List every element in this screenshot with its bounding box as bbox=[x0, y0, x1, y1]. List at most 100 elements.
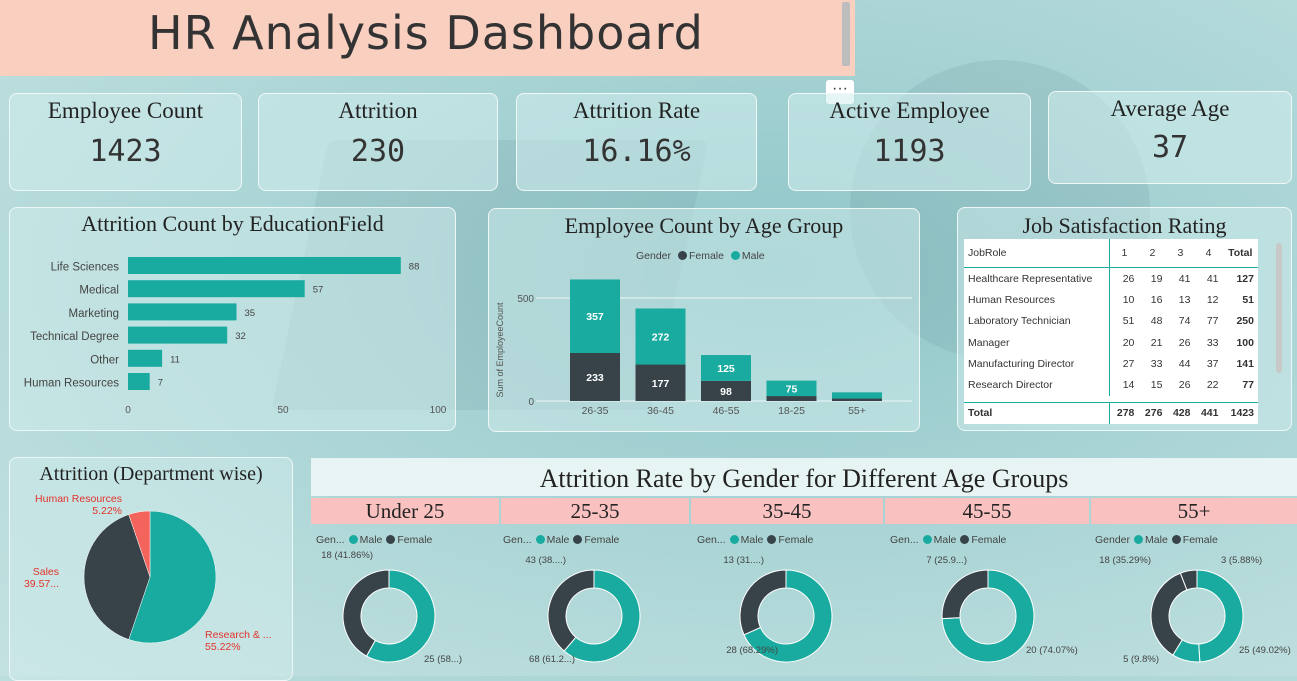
donut-label: 18 (35.29%) bbox=[1099, 555, 1151, 566]
legend-title: Gender bbox=[636, 250, 672, 262]
table-cell: 51 bbox=[1242, 293, 1254, 306]
legend-female[interactable]: Female bbox=[397, 534, 433, 546]
table-cell: 77 bbox=[1242, 379, 1254, 392]
x-tick-label: 46-55 bbox=[713, 405, 740, 417]
male-dot-icon bbox=[730, 250, 740, 260]
table-cell: 250 bbox=[1236, 315, 1254, 328]
y-tick-label: 0 bbox=[528, 397, 534, 408]
legend-male[interactable]: Male bbox=[740, 534, 764, 546]
legend-male[interactable]: Male bbox=[1145, 534, 1168, 546]
kpi-average-age: Average Age 37 bbox=[1048, 91, 1292, 184]
x-tick-label: 50 bbox=[277, 405, 289, 416]
legend-female[interactable]: Female bbox=[971, 534, 1007, 546]
table-row: Total 278 276 428 441 1423 bbox=[964, 402, 1258, 424]
data-label-female: 233 bbox=[586, 372, 604, 384]
donut-slice bbox=[1196, 569, 1244, 663]
data-label: 35 bbox=[245, 308, 256, 319]
table-scrollbar[interactable] bbox=[1276, 243, 1282, 373]
table-cell: 26 bbox=[1178, 336, 1191, 349]
data-label: 7 bbox=[158, 378, 163, 389]
table-header-cell: JobRole bbox=[968, 246, 1007, 259]
data-label-male: 357 bbox=[586, 311, 604, 323]
donut-legend: Gen... Male Female bbox=[316, 534, 432, 546]
table-header-row: JobRole 1 2 3 4 Total bbox=[964, 239, 1258, 268]
female-dot-icon bbox=[960, 534, 970, 544]
female-dot-icon bbox=[767, 534, 777, 544]
age-header-35-45: 35-45 bbox=[691, 498, 883, 524]
kpi-label: Active Employee bbox=[829, 98, 990, 123]
table-cell: 10 bbox=[1109, 289, 1139, 311]
table-cell: 74 bbox=[1178, 315, 1191, 328]
donut-slice bbox=[365, 569, 436, 663]
legend-title: Gen... bbox=[890, 534, 919, 546]
donut-slice bbox=[739, 569, 787, 636]
table-cell: 26 bbox=[1178, 379, 1191, 392]
kpi-value: 1193 bbox=[873, 134, 946, 169]
table-cell: 1423 bbox=[1230, 407, 1254, 420]
table-cell: 48 bbox=[1150, 315, 1163, 328]
table-cell: 15 bbox=[1150, 379, 1163, 392]
title-scrollbar[interactable] bbox=[842, 2, 850, 66]
legend-male[interactable]: Male bbox=[359, 534, 383, 546]
legend-male[interactable]: Male bbox=[546, 534, 570, 546]
gender-donut bbox=[1150, 569, 1244, 663]
legend-female[interactable]: Female bbox=[688, 250, 724, 262]
male-dot-icon bbox=[729, 534, 739, 544]
female-dot-icon bbox=[573, 534, 583, 544]
data-label: 57 bbox=[313, 285, 324, 296]
bar-female bbox=[635, 364, 686, 401]
female-dot-icon bbox=[386, 534, 396, 544]
donut-slice bbox=[563, 569, 641, 663]
male-dot-icon bbox=[922, 534, 932, 544]
bar bbox=[128, 280, 305, 298]
legend-female[interactable]: Female bbox=[778, 534, 814, 546]
kpi-label: Attrition bbox=[338, 98, 418, 123]
donut-slice bbox=[547, 569, 595, 652]
bar-male bbox=[701, 355, 751, 381]
slice-percent: 39.57... bbox=[24, 578, 59, 590]
x-tick-label: 18-25 bbox=[778, 405, 805, 417]
table-cell: Laboratory Technician bbox=[968, 315, 1071, 328]
female-dot-icon bbox=[1171, 534, 1181, 544]
chart-title: Job Satisfaction Rating bbox=[1022, 213, 1227, 238]
category-label: Other bbox=[90, 354, 119, 366]
male-dot-icon bbox=[1134, 534, 1144, 544]
legend-male[interactable]: Male bbox=[741, 250, 765, 262]
age-header-55-plus: 55+ bbox=[1091, 498, 1297, 524]
chart-title: Employee Count by Age Group bbox=[564, 213, 844, 238]
legend-male[interactable]: Male bbox=[933, 534, 957, 546]
legend-title: Gen... bbox=[697, 534, 726, 546]
table-cell: 278 bbox=[1109, 402, 1139, 424]
table-cell: 276 bbox=[1144, 407, 1163, 420]
age-header-45-55: 45-55 bbox=[885, 498, 1089, 524]
x-tick-label: 0 bbox=[125, 405, 131, 416]
bar bbox=[128, 257, 401, 274]
gender-donut bbox=[342, 569, 436, 663]
legend-female[interactable]: Female bbox=[584, 534, 620, 546]
y-axis-label: Sum of EmployeeCount bbox=[495, 302, 505, 398]
age-header-under-25: Under 25 bbox=[311, 498, 499, 524]
legend-female[interactable]: Female bbox=[1182, 534, 1218, 546]
gender-donut bbox=[941, 569, 1035, 663]
table-cell: 37 bbox=[1206, 358, 1219, 370]
table-row: Healthcare Representative 26 19 41 41 127 bbox=[964, 267, 1258, 290]
table-cell: Human Resources bbox=[968, 293, 1055, 306]
bar bbox=[128, 349, 163, 367]
donut-label: 43 (38....) bbox=[525, 555, 566, 566]
slice-percent: 55.22% bbox=[205, 641, 241, 653]
table-cell: 27 bbox=[1109, 353, 1139, 375]
slice-percent: 5.22% bbox=[92, 505, 122, 517]
table-cell: 44 bbox=[1178, 358, 1191, 370]
donut-legend: Gen... Male Female bbox=[503, 534, 619, 546]
donut-label: 20 (74.07%) bbox=[1026, 645, 1078, 656]
data-label: 11 bbox=[170, 354, 180, 365]
table-cell: 428 bbox=[1172, 407, 1191, 420]
donut-slice bbox=[342, 569, 390, 657]
table-row: Laboratory Technician 51 48 74 77 250 bbox=[964, 310, 1258, 332]
table-cell: Healthcare Representative bbox=[968, 272, 1093, 285]
category-label: Marketing bbox=[69, 308, 120, 320]
table-header-cell: 1 bbox=[1109, 239, 1139, 268]
bar-male bbox=[766, 380, 817, 397]
table-cell: 16 bbox=[1150, 293, 1163, 306]
data-label-male: 75 bbox=[786, 383, 798, 395]
